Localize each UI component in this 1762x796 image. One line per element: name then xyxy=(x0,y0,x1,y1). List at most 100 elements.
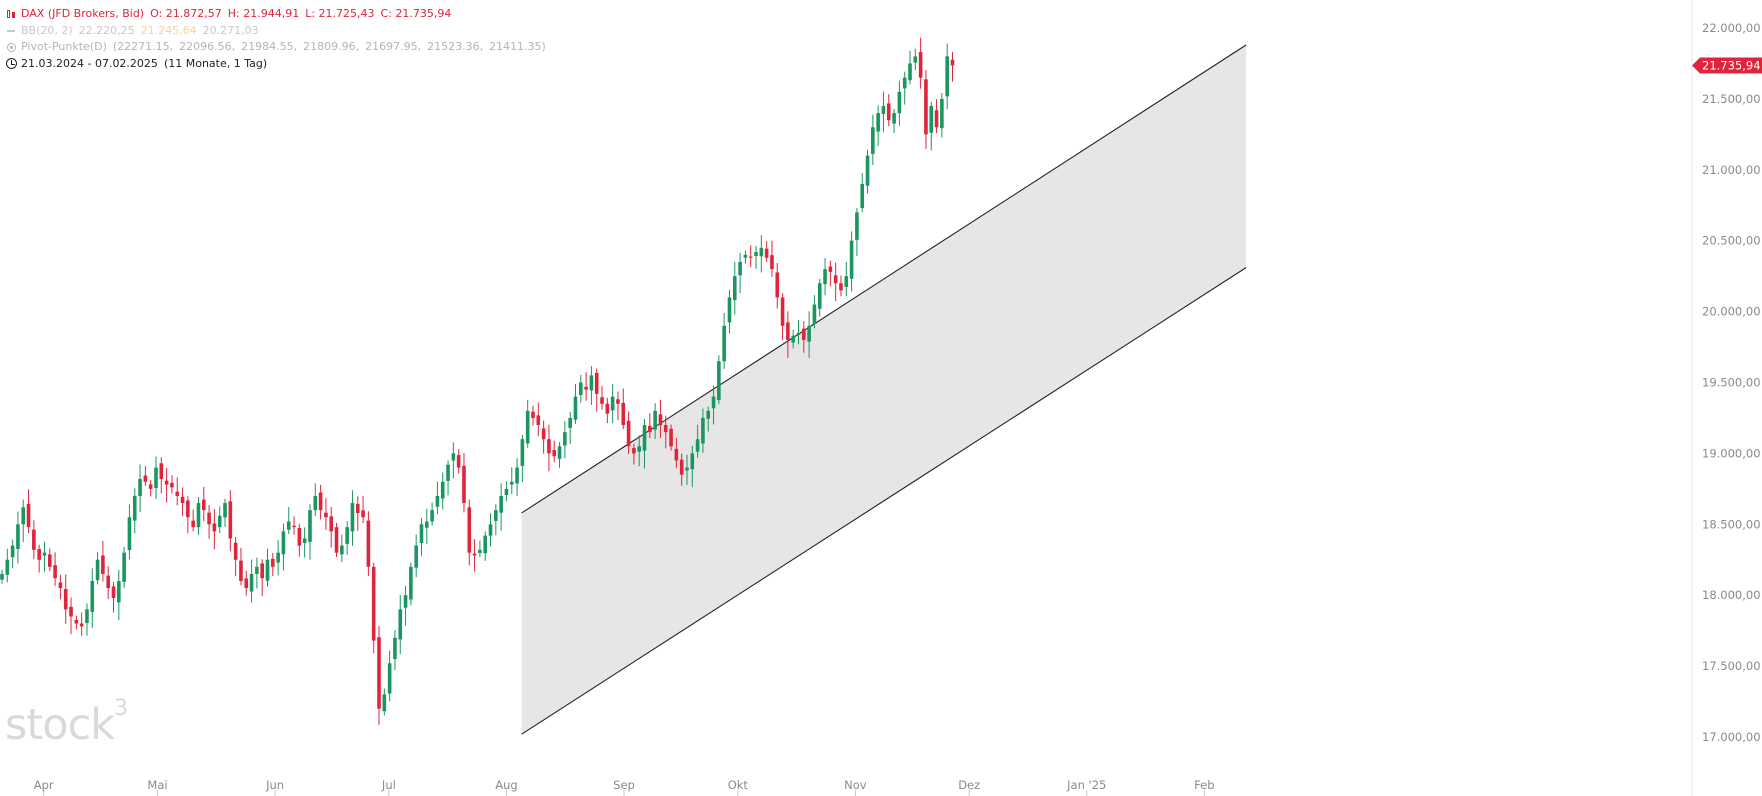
candle-body[interactable] xyxy=(823,269,827,285)
candle-body[interactable] xyxy=(361,510,365,518)
candle-body[interactable] xyxy=(435,495,440,507)
candle-body[interactable] xyxy=(302,538,307,544)
candle-body[interactable] xyxy=(446,464,450,481)
candle-body[interactable] xyxy=(217,515,222,528)
candle-body[interactable] xyxy=(382,694,387,712)
candle-body[interactable] xyxy=(732,276,737,300)
candle-body[interactable] xyxy=(929,105,934,133)
candle-body[interactable] xyxy=(164,480,169,485)
time-axis[interactable]: Apr Mai Jun Jul Aug Sep Okt Nov Dez Jan '25 Feb xyxy=(34,778,1215,796)
candle-body[interactable] xyxy=(918,52,923,78)
candle-body[interactable] xyxy=(876,113,880,132)
candle-body[interactable] xyxy=(271,558,275,567)
candle-body[interactable] xyxy=(525,410,530,444)
candle-body[interactable] xyxy=(329,516,334,532)
candle-body[interactable] xyxy=(170,482,174,488)
candle-body[interactable] xyxy=(387,663,392,694)
candle-body[interactable] xyxy=(802,328,806,340)
candle-body[interactable] xyxy=(117,581,121,603)
candle-body[interactable] xyxy=(462,465,466,504)
bollinger-row[interactable]: BB(20, 2) 22.220,25 21.245,64 20.271,03 xyxy=(6,23,552,40)
candle-body[interactable] xyxy=(483,535,488,554)
candle-body[interactable] xyxy=(196,503,201,528)
candle-body[interactable] xyxy=(648,425,652,433)
candle-body[interactable] xyxy=(871,127,875,154)
candle-body[interactable] xyxy=(547,439,551,454)
candle-body[interactable] xyxy=(425,521,429,528)
candle-body[interactable] xyxy=(908,63,912,81)
candle-body[interactable] xyxy=(340,545,344,555)
candle-body[interactable] xyxy=(292,525,296,528)
candle-body[interactable] xyxy=(488,524,493,536)
candle-body[interactable] xyxy=(255,566,259,574)
candle-body[interactable] xyxy=(759,247,764,257)
candle-body[interactable] xyxy=(494,510,498,521)
candle-body[interactable] xyxy=(674,448,679,461)
candle-body[interactable] xyxy=(950,59,955,66)
candle-body[interactable] xyxy=(414,545,418,568)
candle-body[interactable] xyxy=(717,361,721,401)
candle-body[interactable] xyxy=(244,578,249,589)
candle-body[interactable] xyxy=(945,56,949,97)
candle-body[interactable] xyxy=(393,637,397,660)
candle-body[interactable] xyxy=(207,512,211,525)
candle-body[interactable] xyxy=(626,420,631,447)
candle-body[interactable] xyxy=(833,275,838,284)
candle-body[interactable] xyxy=(276,552,280,563)
candle-body[interactable] xyxy=(754,252,758,257)
candle-body[interactable] xyxy=(685,467,689,471)
candle-body[interactable] xyxy=(201,499,206,511)
candle-body[interactable] xyxy=(324,512,328,518)
channel-lower-line[interactable] xyxy=(521,267,1247,735)
candle-body[interactable] xyxy=(265,559,270,581)
price-axis[interactable]: 22.000,00 21.500,00 21.000,00 20.500,00 20.0… xyxy=(1702,21,1761,744)
candle-body[interactable] xyxy=(451,453,456,461)
candle-body[interactable] xyxy=(350,503,355,532)
candle-body[interactable] xyxy=(47,554,52,567)
candle-body[interactable] xyxy=(738,261,742,276)
candle-body[interactable] xyxy=(212,523,217,532)
candle-body[interactable] xyxy=(605,403,610,414)
candle-body[interactable] xyxy=(148,484,153,489)
candle-body[interactable] xyxy=(855,212,859,240)
candle-body[interactable] xyxy=(520,439,525,466)
candle-body[interactable] xyxy=(610,396,615,411)
candle-body[interactable] xyxy=(509,481,514,485)
candle-body[interactable] xyxy=(249,573,254,592)
candle-body[interactable] xyxy=(79,623,84,627)
candle-body[interactable] xyxy=(101,555,105,574)
candle-body[interactable] xyxy=(106,575,110,589)
candle-body[interactable] xyxy=(440,481,445,499)
candle-body[interactable] xyxy=(748,256,753,258)
candle-body[interactable] xyxy=(817,283,822,309)
candle-body[interactable] xyxy=(924,79,928,135)
candle-body[interactable] xyxy=(419,524,424,544)
candle-body[interactable] xyxy=(366,520,371,567)
candle-body[interactable] xyxy=(552,449,557,457)
candle-body[interactable] xyxy=(16,524,20,549)
candle-body[interactable] xyxy=(844,276,849,287)
candle-body[interactable] xyxy=(127,517,132,551)
candle-body[interactable] xyxy=(228,501,233,539)
candle-body[interactable] xyxy=(897,91,902,114)
date-range-row[interactable]: 21.03.2024 - 07.02.2025 (11 Monate, 1 Ta… xyxy=(6,56,552,73)
candle-body[interactable] xyxy=(536,415,541,426)
candle-body[interactable] xyxy=(499,495,503,513)
candle-body[interactable] xyxy=(711,396,716,409)
candle-body[interactable] xyxy=(53,565,57,579)
candle-body[interactable] xyxy=(504,488,509,496)
candle-body[interactable] xyxy=(541,428,546,440)
candle-body[interactable] xyxy=(5,559,10,575)
candle-body[interactable] xyxy=(159,463,164,479)
candle-body[interactable] xyxy=(902,77,907,89)
candle-body[interactable] xyxy=(430,510,434,522)
candle-body[interactable] xyxy=(377,637,381,709)
candle-body[interactable] xyxy=(764,248,769,258)
candle-body[interactable] xyxy=(143,475,148,482)
candle-body[interactable] xyxy=(467,507,472,553)
candle-body[interactable] xyxy=(223,503,227,518)
candle-body[interactable] xyxy=(239,560,243,582)
channel-upper-line[interactable] xyxy=(521,44,1247,514)
candle-body[interactable] xyxy=(58,582,63,589)
